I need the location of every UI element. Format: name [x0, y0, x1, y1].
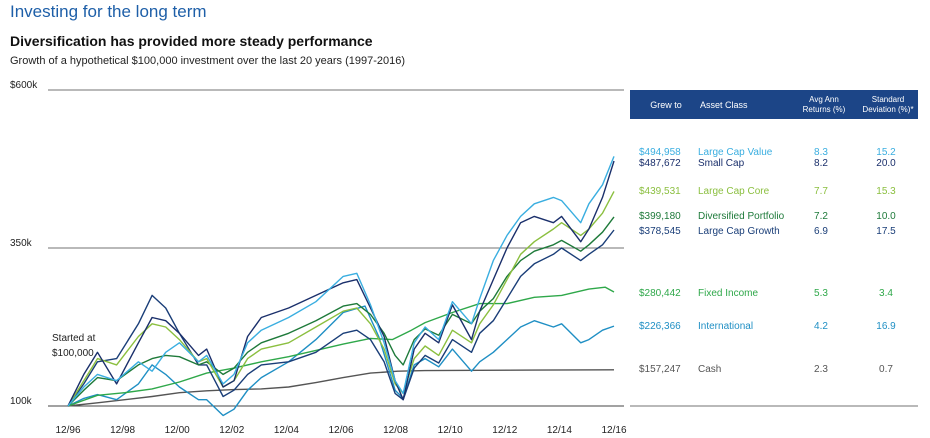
chart-caption: Growth of a hypothetical $100,000 invest…	[10, 55, 406, 67]
x-tick-label: 12/16	[601, 425, 626, 436]
start-annotation-line2: $100,000	[52, 348, 94, 359]
x-tick-label: 12/10	[438, 425, 463, 436]
start-annotation-line1: Started at	[52, 333, 96, 344]
row-avg-return-diversified-portfolio: 7.2	[814, 211, 828, 222]
row-asset-class-large-cap-core: Large Cap Core	[698, 186, 770, 197]
x-tick-label: 12/04	[274, 425, 299, 436]
series-line-large-cap-core	[67, 191, 615, 407]
row-grew-to-small-cap: $487,672	[639, 158, 681, 169]
row-asset-class-diversified-portfolio: Diversified Portfolio	[698, 211, 785, 222]
series-line-large-cap-growth	[67, 229, 615, 407]
series-line-large-cap-value	[67, 156, 615, 407]
row-asset-class-fixed-income: Fixed Income	[698, 288, 758, 299]
row-grew-to-large-cap-core: $439,531	[639, 186, 681, 197]
row-asset-class-large-cap-value: Large Cap Value	[698, 147, 773, 158]
x-tick-label: 12/96	[55, 425, 80, 436]
row-grew-to-large-cap-growth: $378,545	[639, 226, 681, 237]
row-std-dev-cash: 0.7	[879, 364, 893, 375]
header-grew-to: Grew to	[650, 100, 682, 110]
x-tick-label: 12/12	[492, 425, 517, 436]
chart-subtitle: Diversification has provided more steady…	[10, 33, 373, 49]
series-line-cash	[67, 369, 615, 407]
row-std-dev-fixed-income: 3.4	[879, 288, 893, 299]
y-tick-label: 100k	[10, 396, 33, 407]
x-tick-label: 12/06	[328, 425, 353, 436]
series-line-international	[67, 305, 615, 417]
row-grew-to-fixed-income: $280,442	[639, 288, 681, 299]
row-std-dev-diversified-portfolio: 10.0	[876, 211, 896, 222]
x-tick-label: 12/00	[165, 425, 190, 436]
row-grew-to-cash: $157,247	[639, 364, 681, 375]
header-std-dev-line2: Deviation (%)*	[862, 105, 913, 114]
series-line-fixed-income	[67, 286, 615, 407]
row-avg-return-cash: 2.3	[814, 364, 828, 375]
chart-title: Investing for the long term	[10, 2, 207, 21]
row-asset-class-large-cap-growth: Large Cap Growth	[698, 226, 780, 237]
row-asset-class-small-cap: Small Cap	[698, 158, 745, 169]
header-avg-ann-line2: Returns (%)	[803, 105, 846, 114]
header-asset-class: Asset Class	[700, 100, 748, 110]
row-asset-class-international: International	[698, 321, 753, 332]
row-avg-return-small-cap: 8.2	[814, 158, 828, 169]
table-header-bar	[630, 90, 918, 119]
x-tick-label: 12/02	[219, 425, 244, 436]
y-tick-label: $600k	[10, 80, 38, 91]
x-tick-label: 12/08	[383, 425, 408, 436]
row-avg-return-fixed-income: 5.3	[814, 288, 828, 299]
header-avg-ann-line1: Avg Ann	[809, 95, 839, 104]
row-avg-return-large-cap-core: 7.7	[814, 186, 828, 197]
header-std-dev-line1: Standard	[872, 95, 904, 104]
row-std-dev-large-cap-value: 15.2	[876, 147, 896, 158]
row-std-dev-international: 16.9	[876, 321, 896, 332]
row-grew-to-large-cap-value: $494,958	[639, 147, 681, 158]
row-std-dev-small-cap: 20.0	[876, 158, 896, 169]
x-tick-label: 12/14	[547, 425, 572, 436]
row-asset-class-cash: Cash	[698, 364, 721, 375]
row-std-dev-large-cap-core: 15.3	[876, 186, 896, 197]
row-avg-return-international: 4.2	[814, 321, 828, 332]
row-std-dev-large-cap-growth: 17.5	[876, 226, 896, 237]
row-avg-return-large-cap-value: 8.3	[814, 147, 828, 158]
x-tick-label: 12/98	[110, 425, 135, 436]
y-tick-label: 350k	[10, 238, 33, 249]
row-grew-to-diversified-portfolio: $399,180	[639, 211, 681, 222]
row-grew-to-international: $226,366	[639, 321, 681, 332]
row-avg-return-large-cap-growth: 6.9	[814, 226, 828, 237]
